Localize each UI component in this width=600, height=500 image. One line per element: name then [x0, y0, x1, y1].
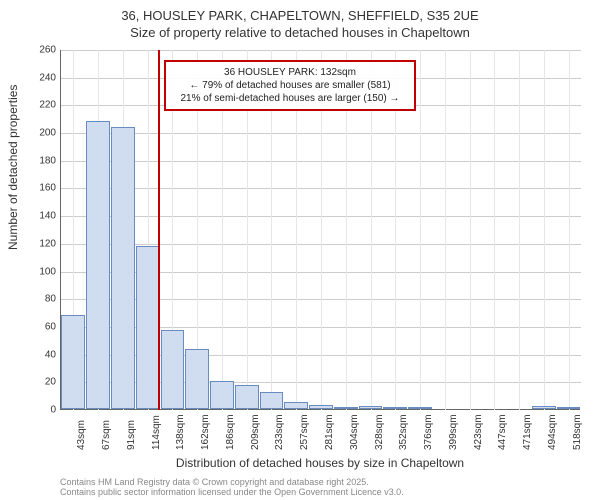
- gridline-v: [519, 50, 520, 410]
- histogram-bar: [61, 315, 85, 409]
- xtick-label: 399sqm: [448, 414, 459, 450]
- xtick-label: 257sqm: [299, 414, 310, 450]
- ytick-label: 200: [30, 128, 56, 139]
- histogram-bar: [111, 127, 135, 409]
- xtick-label: 494sqm: [547, 414, 558, 450]
- histogram-bar: [136, 246, 160, 409]
- histogram-bar: [86, 121, 110, 409]
- histogram-bar: [359, 406, 383, 409]
- histogram-bar: [185, 349, 209, 409]
- gridline-v: [544, 50, 545, 410]
- annotation-line: ← 79% of detached houses are smaller (58…: [172, 79, 408, 92]
- chart-plot-area: 36 HOUSLEY PARK: 132sqm← 79% of detached…: [60, 50, 580, 410]
- ytick-label: 0: [30, 405, 56, 416]
- gridline-v: [494, 50, 495, 410]
- gridline-v: [445, 50, 446, 410]
- ytick-label: 140: [30, 211, 56, 222]
- page-subtitle: Size of property relative to detached ho…: [0, 25, 600, 40]
- annotation-line: 21% of semi-detached houses are larger (…: [172, 92, 408, 105]
- footer-line2: Contains public sector information licen…: [60, 488, 404, 498]
- xtick-label: 518sqm: [572, 414, 583, 450]
- xtick-label: 447sqm: [497, 414, 508, 450]
- histogram-bar: [210, 381, 234, 409]
- histogram-bar: [161, 330, 185, 409]
- xtick-label: 138sqm: [175, 414, 186, 450]
- xtick-label: 304sqm: [349, 414, 360, 450]
- histogram-bar: [557, 407, 581, 409]
- xtick-label: 233sqm: [274, 414, 285, 450]
- xtick-label: 209sqm: [250, 414, 261, 450]
- histogram-bar: [334, 407, 358, 409]
- xtick-label: 352sqm: [398, 414, 409, 450]
- xtick-label: 328sqm: [374, 414, 385, 450]
- xtick-label: 162sqm: [200, 414, 211, 450]
- histogram-bar: [532, 406, 556, 409]
- xtick-label: 67sqm: [101, 420, 112, 450]
- gridline-v: [470, 50, 471, 410]
- histogram-bar: [284, 402, 308, 409]
- annotation-line: 36 HOUSLEY PARK: 132sqm: [172, 66, 408, 79]
- ytick-label: 80: [30, 294, 56, 305]
- histogram-bar: [383, 407, 407, 409]
- histogram-bar: [235, 385, 259, 409]
- gridline-v: [420, 50, 421, 410]
- ytick-label: 260: [30, 45, 56, 56]
- xtick-label: 471sqm: [522, 414, 533, 450]
- ytick-label: 60: [30, 321, 56, 332]
- histogram-bar: [309, 405, 333, 409]
- histogram-bar: [260, 392, 284, 409]
- xtick-label: 423sqm: [473, 414, 484, 450]
- ytick-label: 20: [30, 377, 56, 388]
- reference-line: [158, 50, 160, 410]
- xtick-label: 91sqm: [126, 420, 137, 450]
- annotation-box: 36 HOUSLEY PARK: 132sqm← 79% of detached…: [164, 60, 416, 111]
- yaxis-label: Number of detached properties: [6, 85, 20, 250]
- ytick-label: 100: [30, 266, 56, 277]
- xtick-label: 186sqm: [225, 414, 236, 450]
- xaxis-label: Distribution of detached houses by size …: [60, 456, 580, 470]
- ytick-label: 180: [30, 155, 56, 166]
- xtick-label: 114sqm: [151, 415, 162, 450]
- ytick-label: 120: [30, 238, 56, 249]
- histogram-bar: [408, 407, 432, 409]
- xtick-label: 281sqm: [324, 414, 335, 450]
- footer-attribution: Contains HM Land Registry data © Crown c…: [60, 478, 404, 498]
- xtick-label: 376sqm: [423, 414, 434, 450]
- xtick-label: 43sqm: [76, 420, 87, 450]
- ytick-label: 40: [30, 349, 56, 360]
- ytick-label: 240: [30, 72, 56, 83]
- ytick-label: 160: [30, 183, 56, 194]
- ytick-label: 220: [30, 100, 56, 111]
- page-title: 36, HOUSLEY PARK, CHAPELTOWN, SHEFFIELD,…: [0, 8, 600, 23]
- gridline-v: [569, 50, 570, 410]
